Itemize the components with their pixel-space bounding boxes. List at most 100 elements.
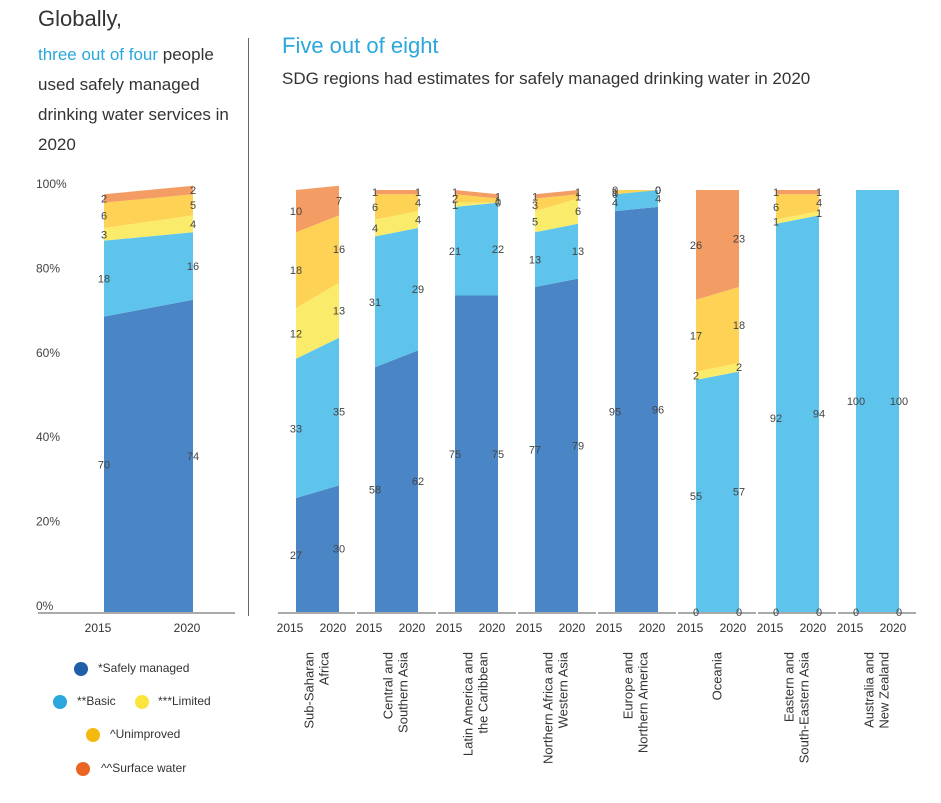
data-label-2020: 0 [495, 198, 501, 210]
region-label: Sub-SaharanAfrica [302, 651, 332, 728]
region-label-line: Sub-Saharan [302, 652, 317, 729]
year-label: 2020 [174, 621, 201, 635]
data-label-2015: 1 [773, 217, 779, 229]
data-label-2020: 5 [190, 200, 196, 212]
data-label-2020: 0 [896, 607, 902, 619]
y-tick-label: 60% [36, 346, 60, 360]
data-label-2015: 33 [290, 423, 302, 435]
regions-subtitle: SDG regions had estimates for safely man… [282, 69, 811, 88]
bar-segment-2 [296, 337, 339, 499]
region-label-line: New Zealand [877, 652, 892, 729]
year-label: 2015 [85, 621, 112, 635]
bar-segment-2 [535, 223, 578, 288]
bar-segment-4 [375, 194, 418, 220]
data-label-2015: 95 [609, 407, 621, 419]
data-label-2015: 0 [773, 607, 779, 619]
data-label-2020: 100 [890, 396, 908, 408]
bar-segment-2 [375, 227, 418, 368]
region-label: Oceania [710, 651, 725, 700]
data-label-2015: 2 [693, 371, 699, 383]
year-label: 2015 [757, 621, 784, 635]
data-label-2015: 3 [101, 229, 107, 241]
year-label: 2015 [516, 621, 543, 635]
data-label-2015: 12 [290, 328, 302, 340]
bar-segment-1 [296, 485, 339, 612]
bar-segment-4 [455, 194, 498, 203]
bar-segment-2 [104, 232, 193, 317]
bar-segment-3 [296, 282, 339, 359]
region-label-line: Southern Asia [396, 651, 411, 733]
data-label-2015: 58 [369, 485, 381, 497]
data-label-2015: 1 [532, 191, 538, 203]
data-label-2020: 57 [733, 487, 745, 499]
legend-label: **Basic [77, 694, 116, 708]
data-label-2015: 18 [290, 265, 302, 277]
region-label-line: Australia and [862, 652, 877, 728]
data-label-2020: 0 [655, 185, 661, 197]
data-label-2015: 27 [290, 550, 302, 562]
data-label-2020: 1 [816, 187, 822, 199]
region-label: Northern Africa andWestern Asia [541, 651, 571, 764]
bar-segment-4 [615, 190, 658, 195]
data-label-2020: 4 [655, 193, 661, 205]
region-label-line: Northern America [636, 651, 651, 753]
region-label-line: South-Eastern Asia [797, 651, 812, 763]
bar-segment-5 [455, 190, 498, 199]
data-label-2020: 16 [187, 261, 199, 273]
data-label-2015: 1 [612, 187, 618, 199]
data-label-2015: 77 [529, 445, 541, 457]
data-label-2020: 4 [415, 215, 421, 227]
data-label-2020: 4 [190, 219, 196, 231]
data-label-2020: 1 [575, 191, 581, 203]
data-label-2020: 94 [813, 409, 825, 421]
data-label-2020: 1 [816, 208, 822, 220]
region-label-line: Africa [317, 651, 332, 685]
legend-swatch [86, 728, 100, 742]
bar-segment-3 [455, 202, 498, 207]
data-label-2020: 75 [492, 449, 504, 461]
bar-segment-5 [696, 190, 739, 300]
data-label-2020: 74 [187, 451, 199, 463]
region-label-line: the Caribbean [476, 652, 491, 734]
data-label-2020: 1 [495, 196, 501, 208]
region-label-line: Oceania [710, 651, 725, 700]
data-label-2020: 23 [733, 234, 745, 246]
data-label-2020: 29 [412, 284, 424, 296]
data-label-2015: 13 [529, 255, 541, 267]
legend-swatch [135, 695, 149, 709]
legend-label: ^^Surface water [101, 761, 187, 775]
data-label-2015: 1 [372, 187, 378, 199]
bar-segment-4 [104, 194, 193, 228]
y-tick-label: 0% [36, 599, 54, 613]
data-label-2015: 26 [690, 240, 702, 252]
year-label: 2020 [880, 621, 907, 635]
data-label-2015: 70 [98, 459, 110, 471]
data-label-2020: 2 [190, 185, 196, 197]
bar-segment-1 [104, 299, 193, 612]
data-label-2015: 18 [98, 274, 110, 286]
region-label: Central andSouthern Asia [381, 651, 411, 733]
y-tick-label: 80% [36, 261, 60, 275]
data-label-2020: 62 [412, 476, 424, 488]
data-label-2015: 1 [452, 187, 458, 199]
year-label: 2015 [677, 621, 704, 635]
legend-swatch [74, 662, 88, 676]
bar-segment-2 [455, 202, 498, 296]
data-label-2020: 0 [816, 607, 822, 619]
bar-segment-2 [776, 215, 819, 612]
data-label-2020: 18 [733, 320, 745, 332]
bar-segment-5 [776, 190, 819, 195]
bar-segment-2 [615, 190, 658, 212]
region-label-line: Northern Africa and [541, 652, 556, 764]
bar-segment-5 [104, 185, 193, 203]
global-subtitle: three out of four people used safely man… [38, 40, 248, 160]
year-label: 2020 [559, 621, 586, 635]
global-title: Globally, [38, 6, 122, 31]
bar-segment-3 [104, 215, 193, 241]
data-label-2015: 6 [101, 210, 107, 222]
data-label-2015: 92 [770, 413, 782, 425]
panel-divider [248, 38, 249, 616]
data-label-2020: 1 [495, 191, 501, 203]
data-label-2015: 2 [101, 193, 107, 205]
bar-segment-3 [696, 363, 739, 380]
